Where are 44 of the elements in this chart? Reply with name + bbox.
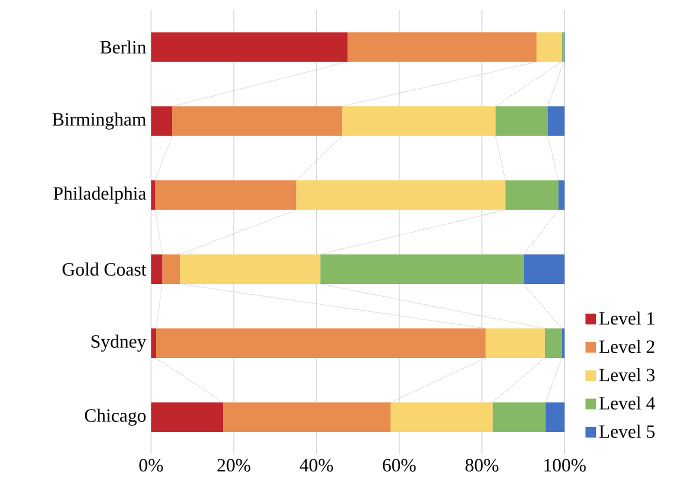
bar bbox=[492, 402, 546, 432]
bar bbox=[524, 254, 565, 284]
bar bbox=[162, 254, 180, 284]
y-tick-label: Birmingham bbox=[52, 112, 146, 130]
bar bbox=[390, 402, 493, 432]
bar bbox=[558, 180, 565, 210]
bar bbox=[223, 402, 391, 432]
bar bbox=[342, 106, 496, 136]
legend-label: Level 3 bbox=[599, 368, 655, 382]
bar bbox=[151, 328, 156, 358]
legend-label: Level 4 bbox=[599, 396, 656, 410]
bar bbox=[486, 328, 545, 358]
y-tick-label: Chicago bbox=[84, 408, 146, 426]
y-tick-label: Sydney bbox=[92, 334, 146, 352]
y-tick-label: Philadelphia bbox=[54, 186, 146, 204]
legend-label: Level 5 bbox=[599, 424, 655, 438]
bar bbox=[544, 328, 562, 358]
x-tick-label: 40% bbox=[300, 458, 333, 472]
y-tick-label: Gold Coast bbox=[62, 262, 146, 276]
bar bbox=[151, 402, 224, 432]
bar bbox=[536, 32, 562, 62]
bar bbox=[180, 254, 320, 284]
bar bbox=[562, 328, 565, 358]
bar bbox=[548, 106, 565, 136]
bar bbox=[151, 254, 162, 284]
x-tick-label: 60% bbox=[382, 458, 416, 472]
bar bbox=[320, 254, 524, 284]
bar bbox=[348, 32, 536, 62]
x-tick-label: 80% bbox=[466, 458, 498, 472]
bar bbox=[172, 106, 342, 136]
legend-label: Level 2 bbox=[599, 340, 654, 353]
bar bbox=[151, 32, 348, 62]
bar bbox=[496, 106, 548, 136]
bar bbox=[151, 106, 172, 136]
x-tick-label: 0% bbox=[139, 458, 163, 472]
bar bbox=[156, 328, 486, 358]
y-tick-label: Berlin bbox=[100, 40, 146, 54]
bar bbox=[546, 402, 565, 432]
bar bbox=[155, 180, 296, 210]
x-tick-label: 100% bbox=[544, 458, 586, 472]
x-tick-label: 20% bbox=[217, 458, 250, 472]
legend-label: Level 1 bbox=[599, 311, 654, 325]
bar bbox=[505, 180, 558, 210]
bar bbox=[296, 180, 506, 210]
